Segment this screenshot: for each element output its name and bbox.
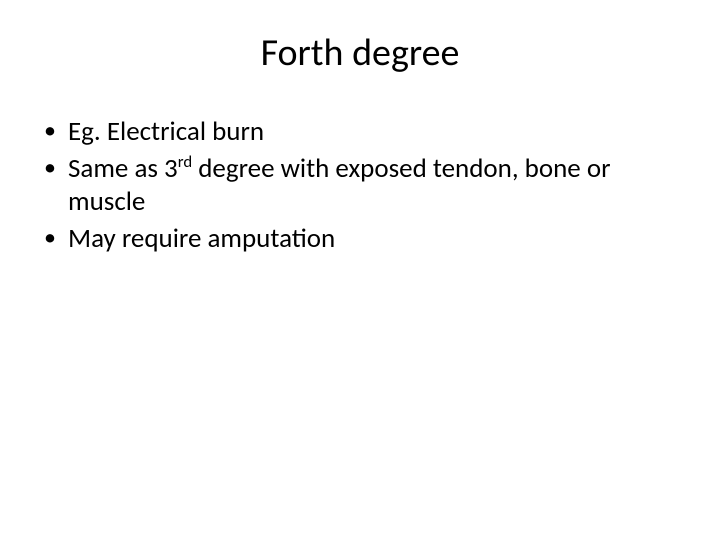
list-item: Eg. Electrical burn [44, 116, 684, 149]
slide: Forth degree Eg. Electrical burn Same as… [0, 0, 720, 540]
slide-title: Forth degree [36, 30, 684, 76]
bullet-list: Eg. Electrical burn Same as 3rd degree w… [36, 116, 684, 256]
list-item: Same as 3rd degree with exposed tendon, … [44, 153, 684, 219]
list-item: May require amputation [44, 223, 684, 256]
